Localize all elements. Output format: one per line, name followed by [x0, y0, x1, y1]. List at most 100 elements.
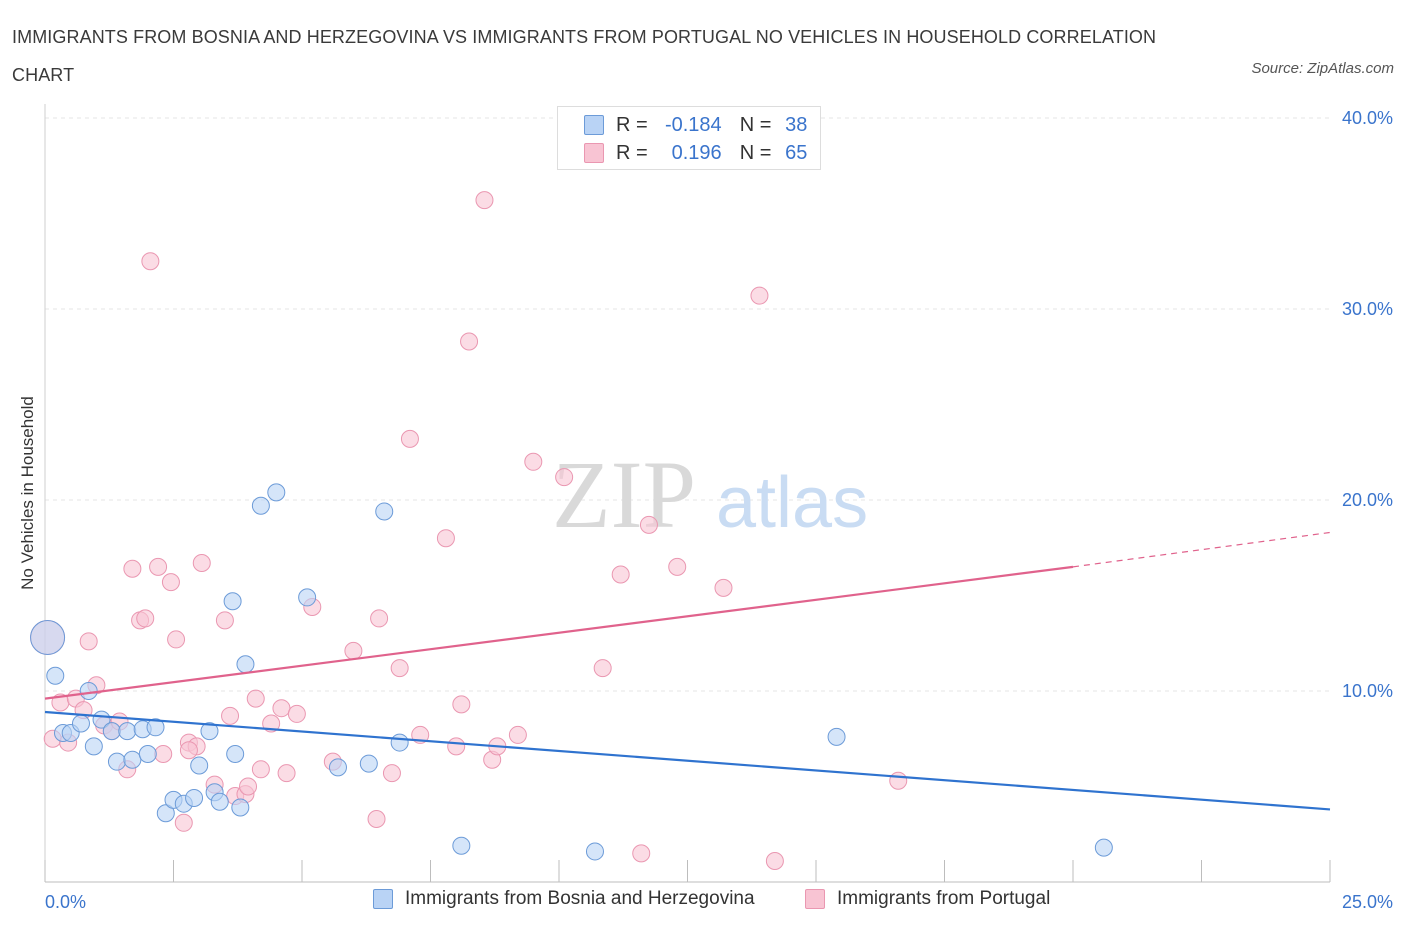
bosnia-point: [452, 836, 471, 855]
portugal-point: [370, 609, 389, 628]
n-label: N =: [739, 141, 772, 164]
portugal-point: [452, 695, 471, 714]
bosnia-point: [390, 733, 409, 752]
legend-row-bosnia: R = -0.184 N = 38: [584, 112, 807, 138]
portugal-point: [555, 468, 574, 487]
watermark: ZIP atlas: [552, 441, 868, 548]
bosnia-point: [231, 798, 250, 817]
portugal-point: [79, 632, 98, 651]
portugal-point: [179, 741, 198, 760]
n-value: 65: [785, 141, 808, 164]
bosnia-point: [226, 745, 245, 764]
bosnia-point: [156, 804, 175, 823]
bosnia-point: [102, 722, 121, 741]
portugal-trend-extension: [1072, 531, 1331, 568]
bosnia-point: [251, 496, 270, 515]
bosnia-point: [267, 483, 286, 502]
stats-legend: R = -0.184 N = 38 R = 0.196 N = 65: [557, 106, 821, 170]
portugal-point: [251, 760, 270, 779]
bosnia-point: [827, 727, 846, 746]
bosnia-point: [138, 745, 157, 764]
chart-title: IMMIGRANTS FROM BOSNIA AND HERZEGOVINA V…: [12, 27, 1157, 85]
bosnia-point: [46, 666, 65, 685]
bosnia-point: [210, 792, 229, 811]
portugal-point: [889, 771, 908, 790]
bosnia-point: [1094, 838, 1113, 857]
portugal-point: [611, 565, 630, 584]
r-value: 0.196: [671, 141, 722, 164]
bosnia-point: [185, 788, 204, 807]
portugal-trend-line: [44, 565, 1074, 700]
portugal-point: [246, 689, 265, 708]
bosnia-point: [71, 714, 90, 733]
x-tick-label: 25.0%: [1342, 892, 1393, 912]
watermark-atlas: atlas: [716, 463, 868, 543]
bosnia-point: [107, 752, 126, 771]
portugal-point: [524, 452, 543, 471]
trend-lines: [44, 531, 1331, 811]
legend-label-portugal: Immigrants from Portugal: [837, 888, 1051, 909]
portugal-point: [632, 844, 651, 863]
portugal-point: [447, 737, 466, 756]
legend-label-bosnia: Immigrants from Bosnia and Herzegovina: [405, 888, 755, 909]
y-tick-label: 40.0%: [1342, 108, 1393, 128]
bosnia-point: [123, 750, 142, 769]
portugal-point: [382, 764, 401, 783]
n-label: N =: [739, 113, 772, 136]
x-tick-label: 0.0%: [45, 892, 86, 912]
portugal-point: [668, 557, 687, 576]
portugal-point: [174, 813, 193, 832]
portugal-point: [272, 699, 291, 718]
bosnia-points: [30, 483, 1113, 861]
portugal-point: [287, 704, 306, 723]
portugal-point: [367, 809, 386, 828]
bosnia-point: [146, 718, 165, 737]
bosnia-trend-line: [44, 710, 1331, 811]
bosnia-point: [223, 592, 242, 611]
legend-item-portugal: Immigrants from Portugal: [805, 888, 1050, 910]
portugal-point: [460, 332, 479, 351]
portugal-point: [161, 573, 180, 592]
watermark-zip: ZIP: [552, 441, 696, 548]
r-value: -0.184: [664, 113, 722, 136]
portugal-point: [239, 777, 258, 796]
portugal-point: [154, 745, 173, 764]
y-tick-label: 20.0%: [1342, 490, 1393, 510]
portugal-swatch: [584, 143, 604, 163]
portugal-point: [221, 706, 240, 725]
y-tick-label: 10.0%: [1342, 681, 1393, 701]
portugal-point: [277, 764, 296, 783]
portugal-point: [136, 609, 155, 628]
bosnia-point: [298, 588, 317, 607]
bosnia-point: [84, 737, 103, 756]
portugal-point: [141, 252, 160, 271]
legend-row-portugal: R = 0.196 N = 65: [584, 140, 807, 166]
bosnia-point: [375, 502, 394, 521]
portugal-point: [750, 286, 769, 305]
bosnia-point: [359, 754, 378, 773]
r-label: R =: [616, 113, 648, 136]
y-tick-label: 30.0%: [1342, 299, 1393, 319]
portugal-point: [123, 559, 142, 578]
r-label: R =: [616, 141, 648, 164]
portugal-point: [215, 611, 234, 630]
bosnia-point: [328, 758, 347, 777]
portugal-point: [475, 191, 494, 210]
axes: [44, 104, 1331, 883]
tick-labels: 10.0% 20.0% 30.0% 40.0% 0.0% 25.0%: [45, 108, 1393, 912]
portugal-point: [344, 641, 363, 660]
legend-item-bosnia: Immigrants from Bosnia and Herzegovina: [373, 888, 755, 910]
bosnia-point: [236, 655, 255, 674]
portugal-swatch: [805, 889, 825, 909]
portugal-point: [714, 578, 733, 597]
bosnia-point: [200, 722, 219, 741]
bosnia-point: [585, 842, 604, 861]
portugal-point: [390, 659, 409, 678]
portugal-point: [765, 851, 784, 870]
bosnia-swatch: [584, 115, 604, 135]
portugal-point: [192, 554, 211, 573]
portugal-point: [262, 714, 281, 733]
portugal-point: [593, 659, 612, 678]
bosnia-point: [30, 620, 66, 656]
